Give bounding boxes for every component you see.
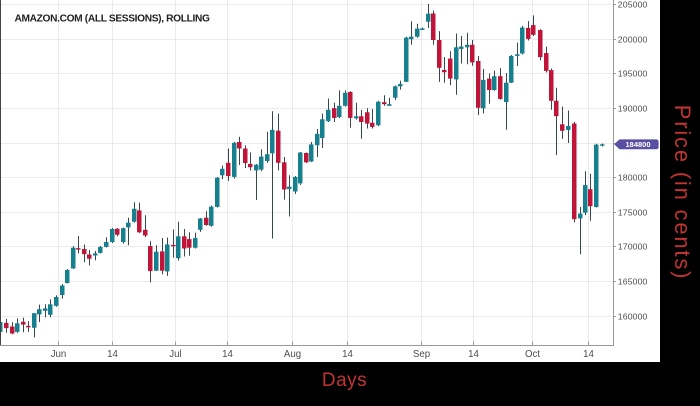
svg-text:175000: 175000 [618,208,648,218]
svg-text:165000: 165000 [618,277,648,287]
svg-text:Jul: Jul [169,349,181,360]
svg-text:205000: 205000 [618,0,648,10]
svg-text:14: 14 [468,349,479,360]
svg-text:190000: 190000 [618,104,648,114]
svg-text:14: 14 [583,349,594,360]
svg-text:14: 14 [107,349,118,360]
svg-text:AMAZON.COM (ALL SESSIONS), ROL: AMAZON.COM (ALL SESSIONS), ROLLING [15,14,210,25]
svg-text:195000: 195000 [618,69,648,79]
svg-text:Aug: Aug [284,349,301,360]
svg-text:160000: 160000 [618,312,648,322]
svg-text:Days: Days [322,370,367,391]
svg-text:Oct: Oct [525,349,540,360]
svg-text:180000: 180000 [618,173,648,183]
svg-text:Sep: Sep [413,349,430,360]
svg-text:170000: 170000 [618,242,648,252]
svg-text:14: 14 [222,349,233,360]
svg-text:184800: 184800 [625,140,650,149]
svg-text:14: 14 [342,349,353,360]
svg-text:200000: 200000 [618,35,648,45]
svg-text:Price (in cents): Price (in cents) [670,105,695,281]
svg-text:Jun: Jun [51,349,67,360]
